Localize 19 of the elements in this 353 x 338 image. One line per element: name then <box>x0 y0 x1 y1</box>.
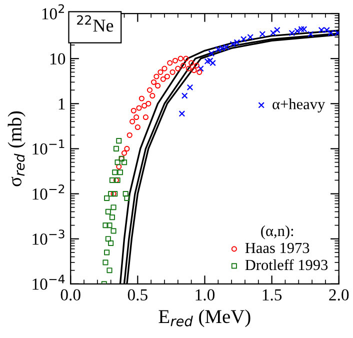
y-tick-label: 10$^{−4}$ <box>32 274 65 290</box>
x-axis-title: E$_{red}$ (MeV) <box>158 309 250 328</box>
y-tick-label: 10$^{−3}$ <box>32 230 64 245</box>
x-tick-label: 0.5 <box>128 289 148 301</box>
x-tick-label: 0.0 <box>60 289 80 301</box>
legend-label: Haas 1973 <box>245 242 310 254</box>
y-axis-title: σ$_{red}$ (mb) <box>8 111 26 186</box>
y-tick-label: 10$^{−1}$ <box>32 140 64 155</box>
y-tick-label: 10$^{2}$ <box>42 4 64 20</box>
annotation: $^{22}$Ne <box>77 15 114 32</box>
y-tick-label: 10$^{−2}$ <box>32 184 64 200</box>
legend-label: Drotleff 1993 <box>245 259 328 270</box>
y-tick-label: 1 <box>58 98 65 110</box>
legend-title: (α,n): <box>261 225 294 240</box>
y-tick-label: 10 <box>50 53 66 65</box>
x-tick-label: 1.0 <box>196 289 215 301</box>
x-tick-label: 2.0 <box>329 289 349 301</box>
legend-label: α+heavy <box>272 98 326 112</box>
x-tick-label: 1.5 <box>262 289 282 301</box>
